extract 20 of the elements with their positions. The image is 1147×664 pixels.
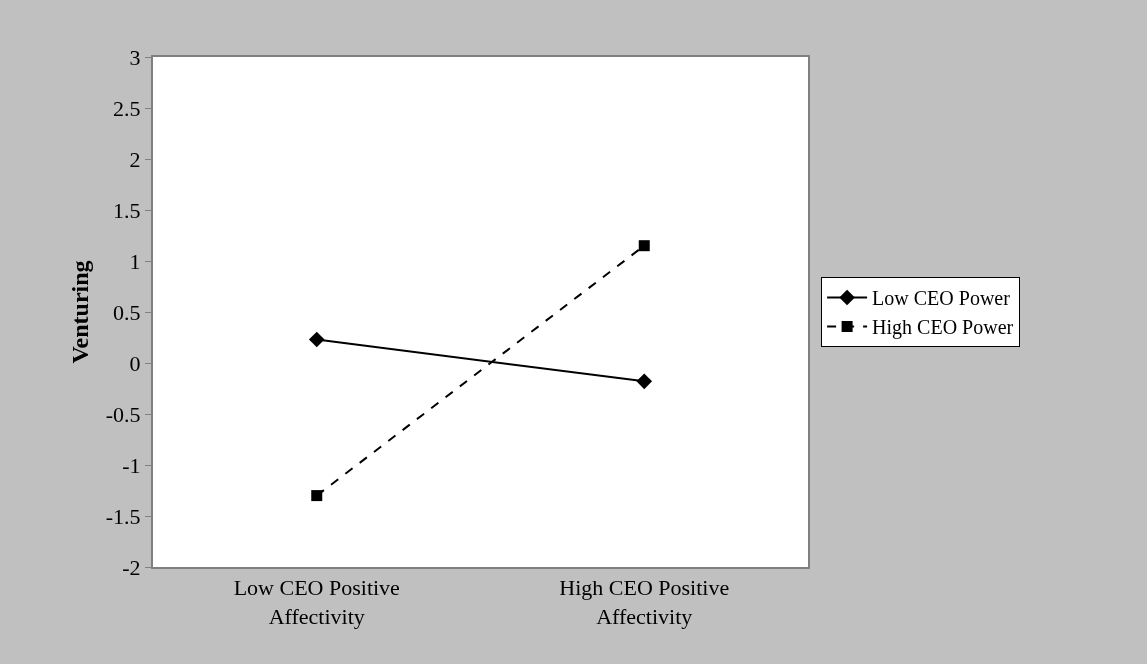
point [311,490,323,502]
y-tick-label: -0.5 [105,401,141,427]
x-tick-label: High CEO Positive Affectivity [559,575,730,629]
y-tick-label: 1 [129,248,141,274]
y-tick-label: 1.5 [113,197,141,223]
y-tick-label: 2.5 [113,95,141,121]
point [638,240,650,252]
y-tick-label: -1 [122,452,141,478]
x-tick-label: Low CEO Positive Affectivity [233,575,400,629]
y-tick-label: 2 [129,146,141,172]
y-tick-label: 0 [129,350,141,376]
y-axis-title: Venturing [67,260,94,364]
y-tick-label: -1.5 [105,503,141,529]
legend-label: Low CEO Power [872,287,1011,310]
legend-label: High CEO Power [872,316,1014,340]
y-tick-label: -2 [122,554,141,580]
y-tick-label: 0.5 [113,299,141,325]
point [308,331,325,348]
point [636,373,653,390]
y-tick-label: 3 [129,44,141,70]
